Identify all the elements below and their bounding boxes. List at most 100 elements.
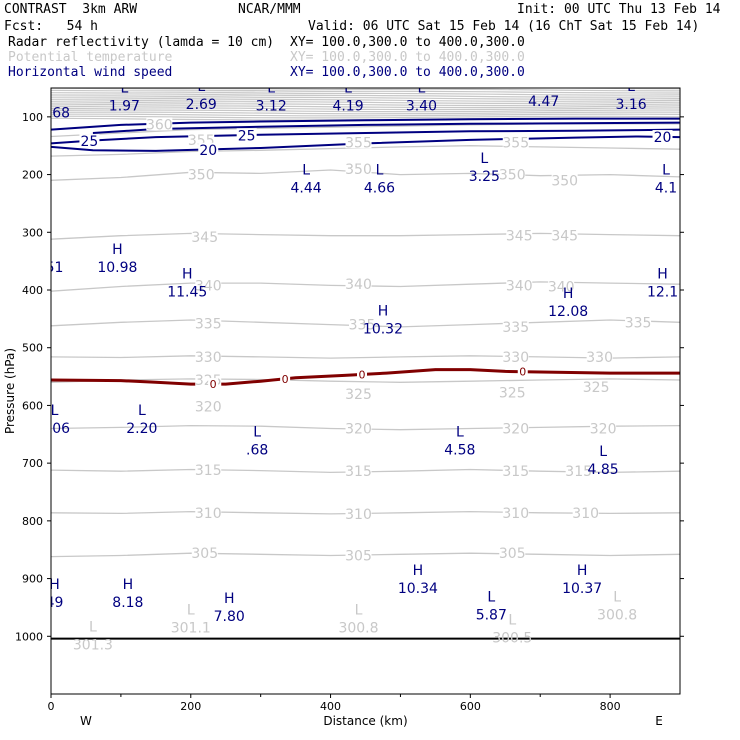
field-name-wind: Horizontal wind speed bbox=[8, 65, 173, 80]
theta-label: 340 bbox=[345, 277, 372, 293]
extremum-l: L 4.44 bbox=[291, 163, 322, 197]
extremum-value: 4.58 bbox=[444, 443, 475, 459]
extremum-value: 4.66 bbox=[364, 181, 395, 197]
theta-band-line bbox=[51, 107, 680, 111]
theta-label-bg bbox=[551, 173, 578, 187]
extremum-value: 10.34 bbox=[398, 581, 438, 597]
theta-band-line bbox=[51, 105, 680, 109]
theta-label: 325 bbox=[499, 386, 526, 402]
extremum-letter: L bbox=[662, 163, 670, 179]
valid-time: Valid: 06 UTC Sat 15 Feb 14 (16 ChT Sat … bbox=[308, 19, 700, 34]
extremum-value: 301.3 bbox=[73, 638, 113, 654]
theta-band-line bbox=[51, 96, 680, 100]
theta-label: 315 bbox=[565, 464, 592, 480]
theta-label-bg bbox=[583, 379, 610, 393]
extremum-value: 1.97 bbox=[109, 99, 140, 115]
theta-label-bg bbox=[586, 349, 613, 363]
theta-label-bg bbox=[502, 505, 529, 519]
theta-contour-345 bbox=[51, 232, 680, 240]
theta-label: 340 bbox=[506, 278, 533, 294]
theta-label: 360 bbox=[146, 117, 173, 133]
theta-label: 335 bbox=[349, 318, 376, 334]
theta-label-bg bbox=[188, 167, 215, 181]
extremum-l: L 3.16 bbox=[615, 79, 646, 113]
theta-label: 320 bbox=[345, 422, 372, 438]
theta-label-bg bbox=[345, 464, 372, 478]
freezing-label: 0 bbox=[210, 378, 217, 391]
y-tick-label: 900 bbox=[22, 573, 43, 586]
theta-label: 350 bbox=[499, 168, 526, 184]
y-tick-label: 400 bbox=[22, 284, 43, 297]
x-axis-label: Distance (km) bbox=[323, 714, 407, 728]
extremum-value: 10.37 bbox=[562, 581, 602, 597]
theta-label: 340 bbox=[548, 280, 575, 296]
wind-label-bg bbox=[79, 134, 100, 148]
extremum-h: H 11.45 bbox=[167, 266, 207, 300]
theta-band-line bbox=[51, 88, 680, 90]
theta-label-bg bbox=[499, 546, 526, 560]
plot-frame bbox=[50, 87, 681, 695]
theta-label: 310 bbox=[502, 506, 529, 522]
theta-label-bg bbox=[551, 228, 578, 242]
extremum-h: H 12.08 bbox=[548, 286, 588, 320]
theta-label-bg bbox=[195, 463, 222, 477]
extremum-value: 3.25 bbox=[469, 169, 500, 185]
theta-label: 305 bbox=[345, 548, 372, 564]
extremum-l: L 300.8 bbox=[338, 602, 378, 636]
extremum-letter: H bbox=[224, 591, 235, 607]
extremum-letter: L bbox=[120, 81, 128, 97]
theta-label: 350 bbox=[188, 168, 215, 184]
theta-label-bg bbox=[502, 319, 529, 333]
extremum-value: 12.1 bbox=[647, 284, 678, 300]
extremum-letter: H bbox=[563, 286, 574, 302]
extremum-value: 3.12 bbox=[256, 99, 287, 115]
theta-label-bg bbox=[548, 279, 575, 293]
extremum-value: .68 bbox=[246, 443, 268, 459]
theta-label: 315 bbox=[345, 464, 372, 480]
theta-band-line bbox=[51, 92, 680, 96]
y-tick-label: 300 bbox=[22, 226, 43, 239]
extremum-h: 51 bbox=[51, 260, 63, 276]
extremum-value: 12.08 bbox=[548, 304, 588, 320]
extremum-l: L 301.1 bbox=[171, 602, 211, 636]
theta-band-line bbox=[51, 88, 680, 92]
theta-label: 320 bbox=[590, 422, 617, 438]
extremum-value: 4.85 bbox=[588, 462, 619, 478]
extremum-value: 7.80 bbox=[214, 609, 245, 625]
chart-title: CONTRAST 3km ARW bbox=[4, 2, 138, 17]
theta-label: 310 bbox=[195, 506, 222, 522]
y-axis-label: Pressure (hPa) bbox=[3, 348, 17, 434]
extremum-value: 49 bbox=[46, 595, 64, 611]
extremum-l: L 3.12 bbox=[256, 88, 287, 115]
theta-band-line bbox=[51, 90, 680, 94]
theta-label: 330 bbox=[195, 350, 222, 366]
extremum-value: 4.19 bbox=[332, 99, 363, 115]
y-tick-label: 200 bbox=[22, 169, 43, 182]
extremum-l: L 3.06 bbox=[39, 403, 70, 437]
theta-band-line bbox=[51, 109, 680, 113]
extremum-letter: L bbox=[456, 425, 464, 441]
wind-label: 25 bbox=[81, 134, 99, 150]
freezing-label-bg bbox=[517, 365, 528, 377]
extremum-value: 10.98 bbox=[97, 260, 137, 276]
theta-label: 320 bbox=[195, 400, 222, 416]
extremum-l: L 301.3 bbox=[73, 620, 113, 654]
freezing-label: 0 bbox=[519, 365, 526, 378]
theta-label-bg bbox=[502, 349, 529, 363]
field-xy-reflectivity: XY= 100.0,300.0 to 400.0,300.0 bbox=[290, 35, 525, 50]
freezing-label-bg bbox=[280, 372, 291, 384]
extremum-letter: L bbox=[627, 79, 635, 95]
theta-label: 345 bbox=[191, 230, 218, 246]
theta-label-bg bbox=[565, 464, 592, 478]
theta-label-bg bbox=[625, 315, 652, 329]
extremum-letter: L bbox=[613, 590, 621, 606]
extremum-value: 3.06 bbox=[39, 421, 70, 437]
extremum-l: 5.68 bbox=[51, 106, 70, 122]
theta-band-line bbox=[51, 98, 680, 102]
extremum-value: 300.5 bbox=[492, 631, 532, 647]
theta-label-bg bbox=[572, 505, 599, 519]
freezing-label: 0 bbox=[359, 368, 366, 381]
theta-label-bg bbox=[499, 167, 526, 181]
